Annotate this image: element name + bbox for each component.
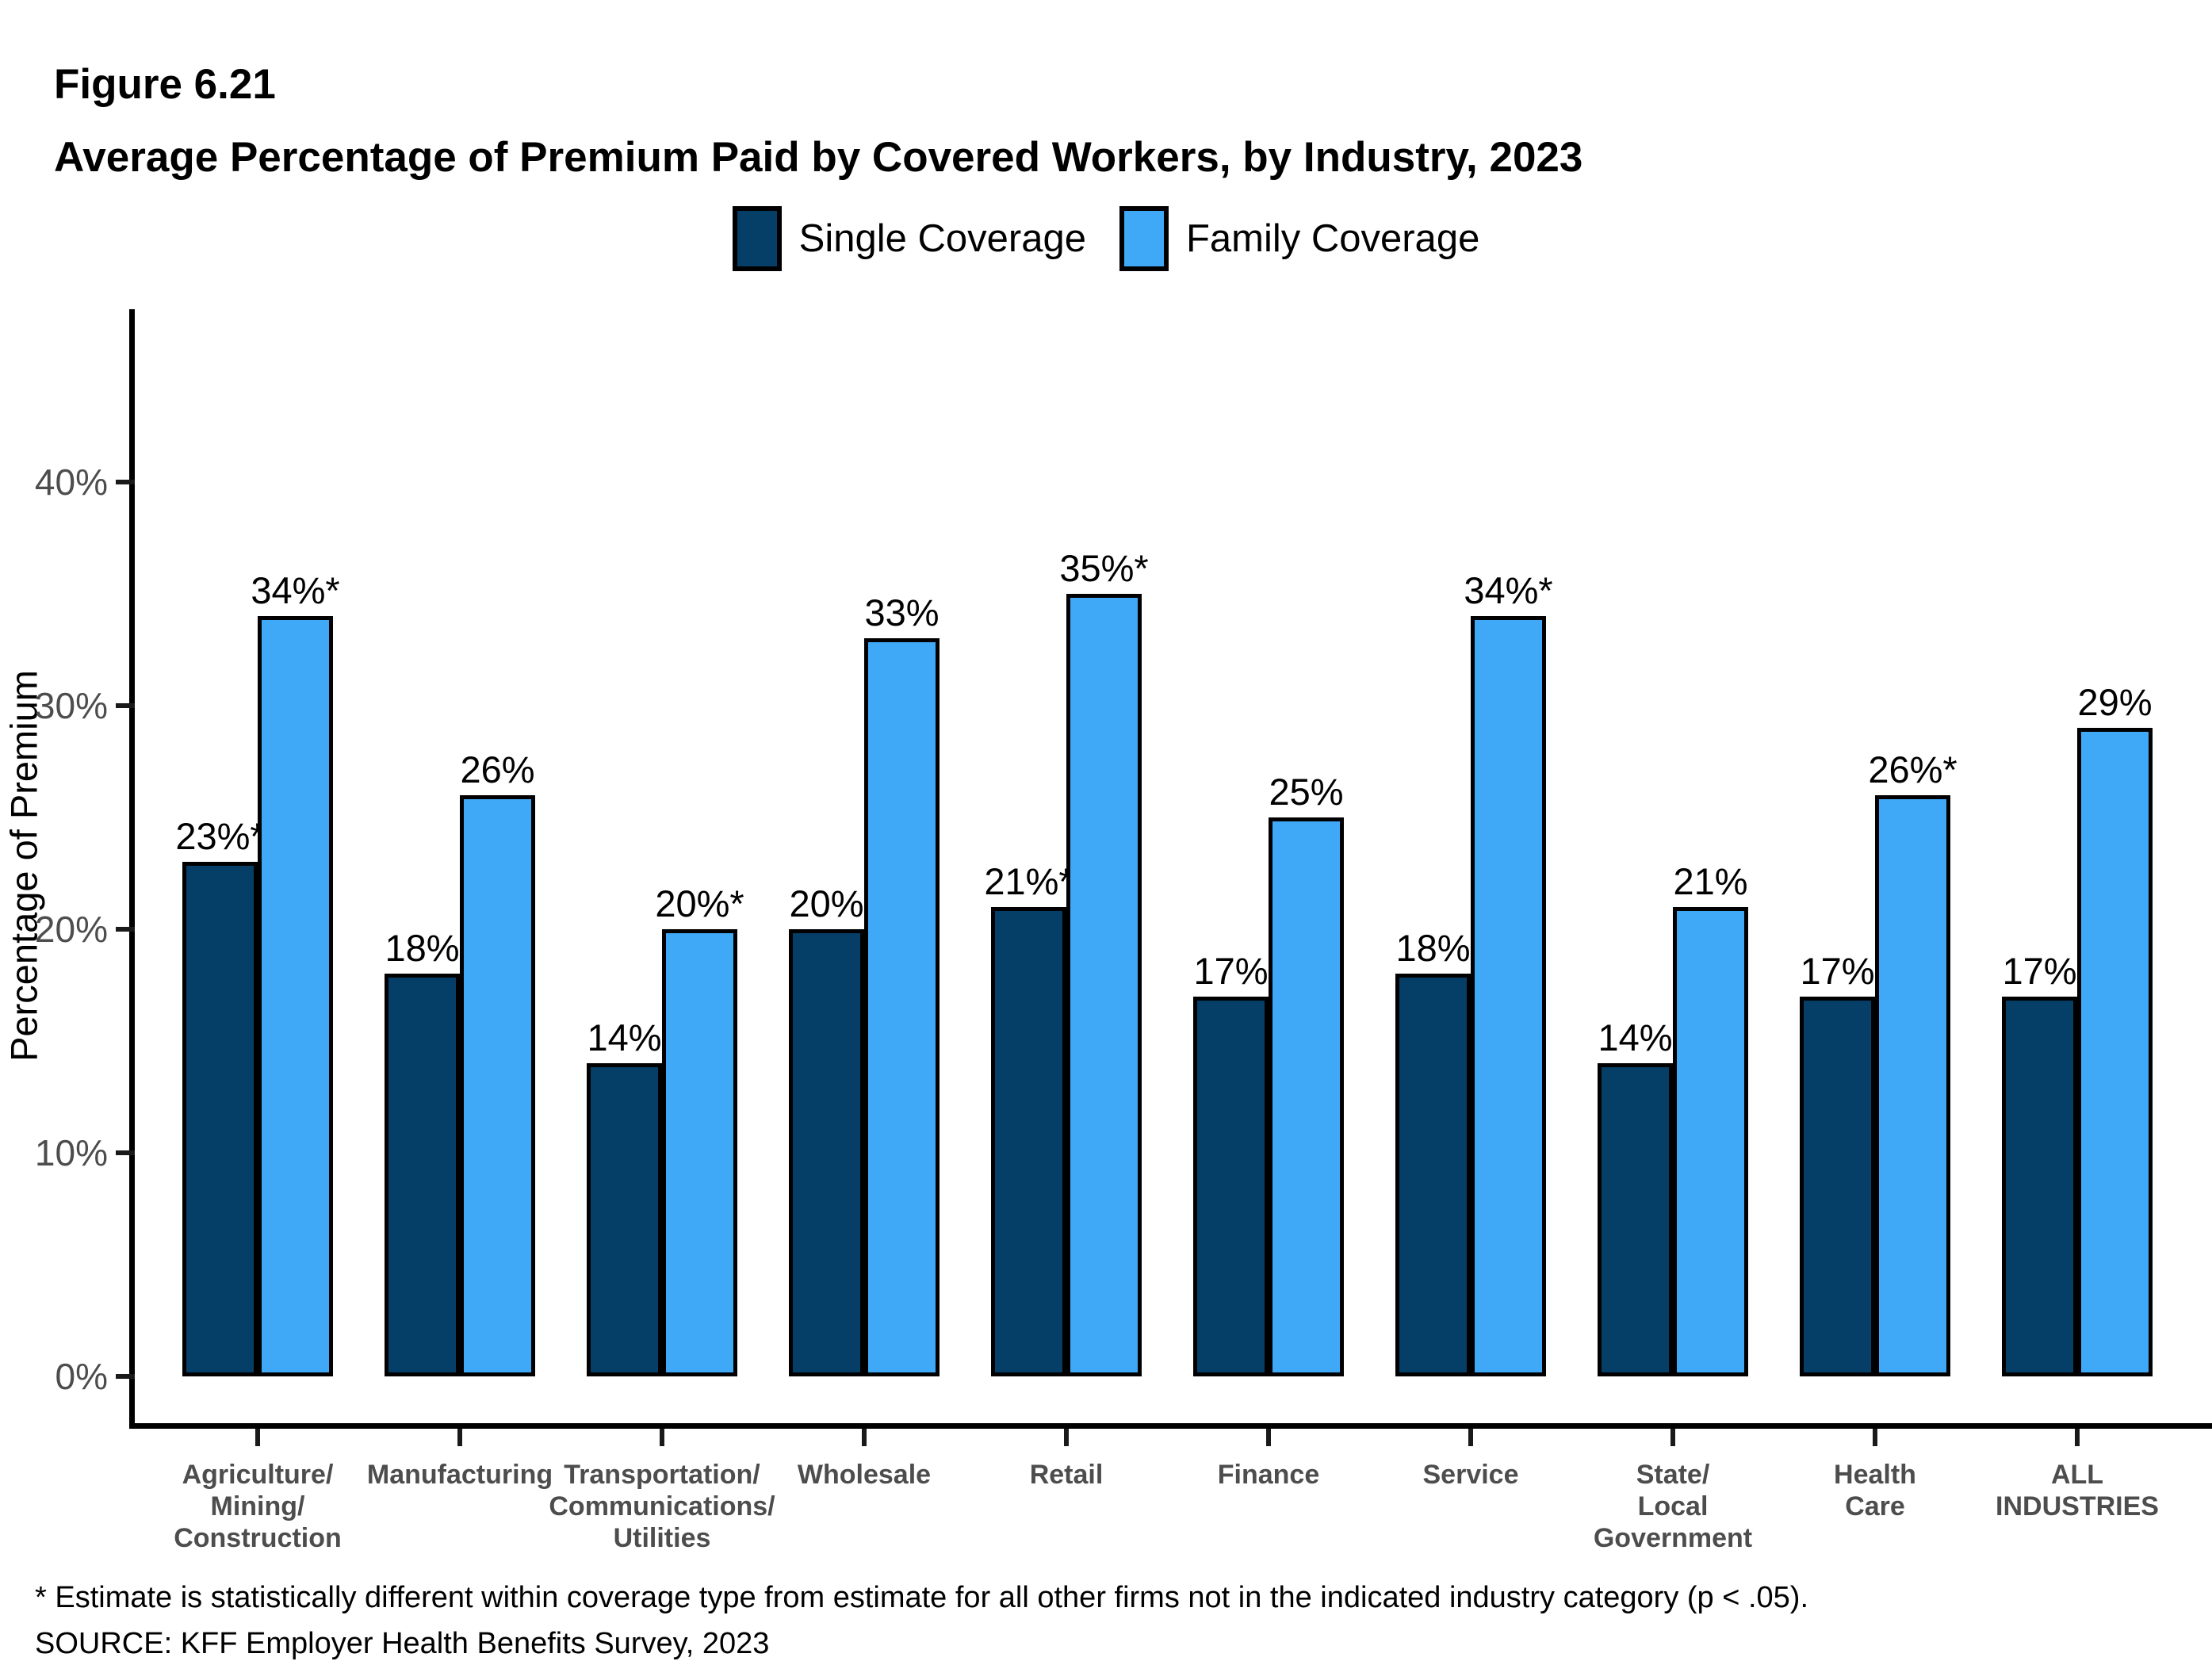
- x-tick-mark: [862, 1429, 867, 1446]
- legend-item-single-coverage: Single Coverage: [732, 206, 1086, 271]
- bar-value-label: 17%: [1800, 949, 1875, 992]
- bar-family-coverage: [1269, 817, 1344, 1376]
- bar-single-coverage: [587, 1063, 662, 1376]
- y-tick-mark: [116, 480, 135, 484]
- bar-value-label: 21%*: [984, 859, 1073, 902]
- x-tick-mark: [1064, 1429, 1069, 1446]
- bar-single-coverage: [1395, 974, 1471, 1376]
- bar-single-coverage: [1598, 1063, 1673, 1376]
- bar-value-label: 29%: [2077, 681, 2153, 724]
- legend-label-single-coverage: Single Coverage: [798, 217, 1086, 260]
- category-label: Manufacturing: [366, 1460, 553, 1490]
- bar-value-label: 14%: [1598, 1016, 1673, 1059]
- y-tick-label: 20%: [34, 909, 108, 950]
- x-tick-mark: [660, 1429, 664, 1446]
- figure-title: Average Percentage of Premium Paid by Co…: [54, 134, 1583, 181]
- bar-family-coverage: [460, 794, 535, 1376]
- x-tick-mark: [1670, 1429, 1675, 1446]
- x-tick-mark: [1468, 1429, 1473, 1446]
- single-coverage-swatch-icon: [732, 206, 782, 271]
- category-label: Finance: [1217, 1460, 1320, 1490]
- y-axis-title: Percentage of Premium: [2, 670, 45, 1062]
- y-tick-label: 30%: [34, 685, 108, 726]
- bar-value-label: 26%: [460, 748, 535, 790]
- category-label: State/ Local Government: [1593, 1460, 1753, 1553]
- x-tick-mark: [2075, 1429, 2080, 1446]
- x-tick-mark: [1873, 1429, 1877, 1446]
- y-tick-label: 0%: [55, 1356, 108, 1397]
- bar-family-coverage: [1673, 906, 1748, 1376]
- bar-value-label: 14%: [587, 1016, 662, 1059]
- bar-family-coverage: [864, 638, 940, 1376]
- bar-family-coverage: [662, 929, 737, 1376]
- x-tick-mark: [457, 1429, 462, 1446]
- footnote: * Estimate is statistically different wi…: [35, 1581, 1809, 1614]
- figure-number: Figure 6.21: [54, 61, 276, 108]
- source-line: SOURCE: KFF Employer Health Benefits Sur…: [35, 1627, 770, 1660]
- bar-value-label: 34%*: [251, 569, 340, 612]
- x-tick-mark: [255, 1429, 260, 1446]
- y-tick-label: 10%: [34, 1132, 108, 1173]
- y-tick-mark: [116, 1150, 135, 1155]
- bar-single-coverage: [991, 906, 1066, 1376]
- bar-value-label: 18%: [1395, 927, 1471, 970]
- bar-value-label: 25%: [1269, 771, 1344, 813]
- bar-family-coverage: [1471, 616, 1546, 1376]
- bar-value-label: 20%: [789, 882, 864, 924]
- bar-family-coverage: [1875, 794, 1950, 1376]
- y-tick-label: 40%: [34, 461, 108, 503]
- bar-value-label: 18%: [385, 927, 460, 970]
- category-label: Wholesale: [797, 1460, 932, 1490]
- bar-value-label: 17%: [2002, 949, 2077, 992]
- bar-value-label: 20%*: [655, 882, 744, 924]
- y-axis-line: [129, 309, 135, 1429]
- bar-value-label: 33%: [864, 591, 940, 634]
- bar-value-label: 35%*: [1059, 547, 1149, 589]
- category-label: Transportation/ Communications/ Utilitie…: [549, 1460, 775, 1553]
- bar-single-coverage: [1193, 996, 1269, 1376]
- legend: Single Coverage Family Coverage: [0, 206, 2212, 271]
- bar-family-coverage: [2077, 728, 2153, 1376]
- bar-value-label: 23%*: [175, 815, 265, 858]
- bar-single-coverage: [1800, 996, 1875, 1376]
- bar-single-coverage: [2002, 996, 2077, 1376]
- x-tick-mark: [1266, 1429, 1271, 1446]
- all-industries-divider-line: [1973, 313, 1980, 1423]
- y-tick-mark: [116, 927, 135, 932]
- bar-value-label: 21%: [1673, 859, 1748, 902]
- bar-single-coverage: [385, 974, 460, 1376]
- bar-value-label: 17%: [1193, 949, 1269, 992]
- category-label: Retail: [1029, 1460, 1104, 1490]
- y-tick-mark: [116, 1374, 135, 1379]
- category-label: ALL INDUSTRIES: [1996, 1460, 2159, 1521]
- bar-value-label: 34%*: [1464, 569, 1553, 612]
- bar-family-coverage: [1066, 594, 1142, 1376]
- category-label: Health Care: [1834, 1460, 1916, 1521]
- family-coverage-swatch-icon: [1119, 206, 1169, 271]
- y-tick-mark: [116, 703, 135, 708]
- bar-family-coverage: [258, 616, 333, 1376]
- bar-single-coverage: [182, 862, 258, 1376]
- legend-item-family-coverage: Family Coverage: [1119, 206, 1479, 271]
- category-label: Agriculture/ Mining/ Construction: [174, 1460, 342, 1553]
- bar-single-coverage: [789, 929, 864, 1376]
- legend-label-family-coverage: Family Coverage: [1185, 217, 1480, 260]
- x-axis-line: [129, 1423, 2212, 1429]
- bar-value-label: 26%*: [1868, 748, 1958, 790]
- category-label: Service: [1422, 1460, 1519, 1490]
